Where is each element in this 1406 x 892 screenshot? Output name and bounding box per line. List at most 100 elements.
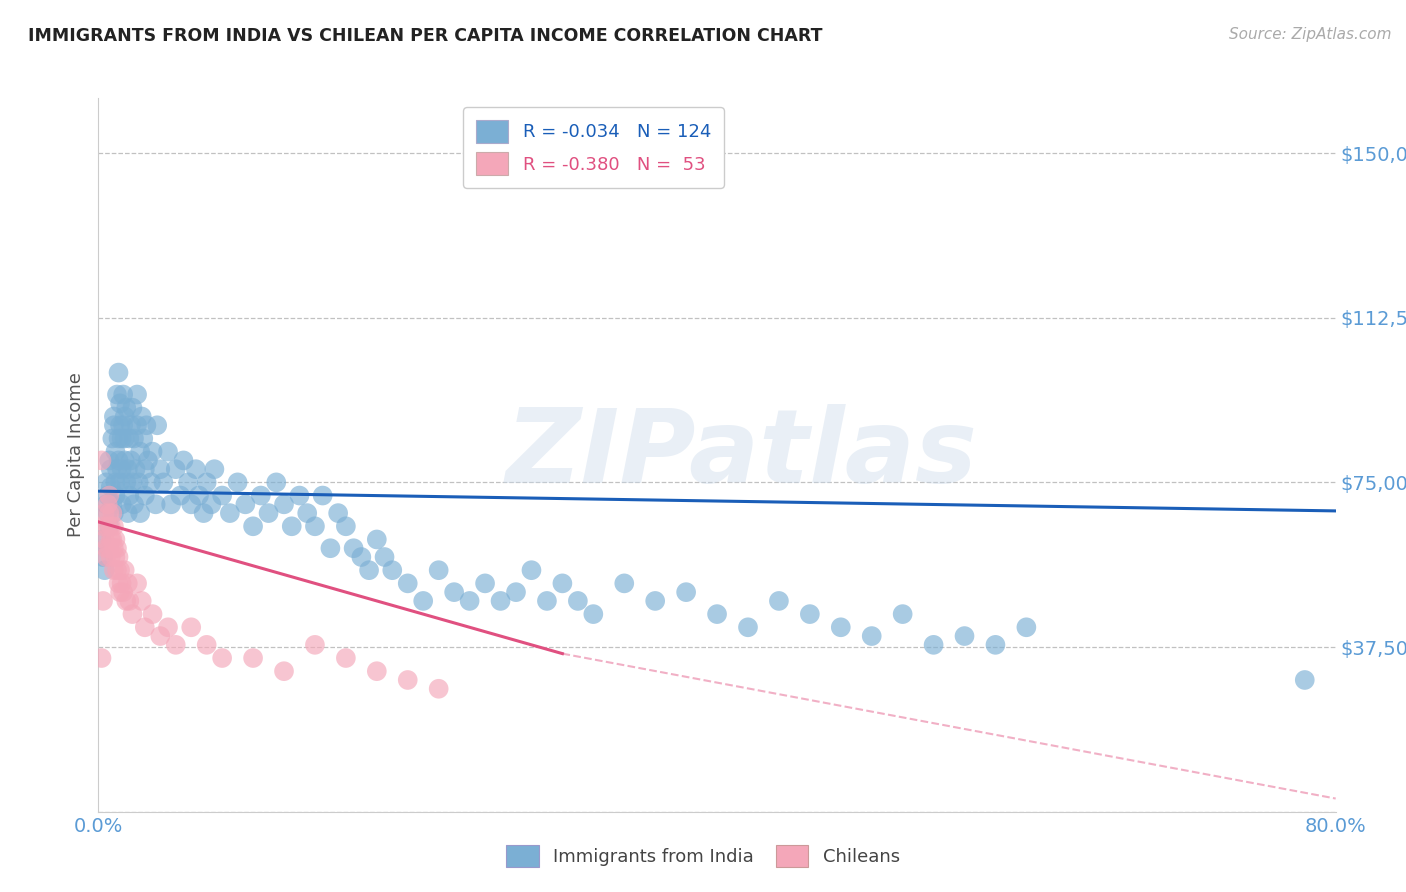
Point <box>226 475 249 490</box>
Point <box>211 651 233 665</box>
Point <box>312 489 335 503</box>
Point <box>172 453 194 467</box>
Point <box>114 409 136 424</box>
Point <box>103 418 125 433</box>
Point <box>304 519 326 533</box>
Point <box>134 462 156 476</box>
Point <box>90 453 112 467</box>
Point <box>427 563 450 577</box>
Point <box>101 506 124 520</box>
Legend: R = -0.034   N = 124, R = -0.380   N =  53: R = -0.034 N = 124, R = -0.380 N = 53 <box>463 107 724 188</box>
Point <box>366 533 388 547</box>
Point <box>180 497 202 511</box>
Point <box>211 489 233 503</box>
Point <box>96 549 118 564</box>
Point <box>100 533 122 547</box>
Point <box>139 475 162 490</box>
Point <box>396 576 419 591</box>
Point <box>98 453 121 467</box>
Point <box>184 462 207 476</box>
Point <box>567 594 589 608</box>
Point <box>675 585 697 599</box>
Point <box>132 432 155 446</box>
Point <box>644 594 666 608</box>
Point <box>953 629 976 643</box>
Point <box>350 549 373 564</box>
Point <box>111 462 132 476</box>
Point <box>131 594 153 608</box>
Point <box>100 549 122 564</box>
Point <box>427 681 450 696</box>
Point <box>188 489 211 503</box>
Point <box>115 594 138 608</box>
Point <box>343 541 366 556</box>
Point <box>105 462 128 476</box>
Point <box>105 563 128 577</box>
Point <box>98 489 121 503</box>
Point <box>412 594 434 608</box>
Point <box>180 620 202 634</box>
Point <box>219 506 242 520</box>
Point <box>165 462 187 476</box>
Point <box>96 475 118 490</box>
Point <box>124 462 146 476</box>
Point <box>242 519 264 533</box>
Point <box>830 620 852 634</box>
Point <box>799 607 821 621</box>
Point <box>257 506 280 520</box>
Point <box>115 475 138 490</box>
Point <box>103 563 125 577</box>
Point <box>107 549 129 564</box>
Point <box>103 409 125 424</box>
Point <box>120 418 142 433</box>
Point <box>98 541 121 556</box>
Legend: Immigrants from India, Chileans: Immigrants from India, Chileans <box>499 838 907 874</box>
Point <box>108 418 131 433</box>
Point <box>127 576 149 591</box>
Point <box>104 444 127 458</box>
Point <box>131 409 153 424</box>
Point <box>551 576 574 591</box>
Point <box>146 418 169 433</box>
Point <box>111 576 132 591</box>
Point <box>114 432 136 446</box>
Point <box>117 462 139 476</box>
Point <box>204 462 226 476</box>
Point <box>165 638 187 652</box>
Point <box>335 519 357 533</box>
Point <box>91 519 114 533</box>
Point <box>96 541 118 556</box>
Point <box>104 533 127 547</box>
Point <box>97 489 120 503</box>
Point <box>157 620 180 634</box>
Point <box>273 497 295 511</box>
Point <box>474 576 496 591</box>
Point <box>157 444 180 458</box>
Point <box>1294 673 1316 687</box>
Point <box>112 418 135 433</box>
Point <box>98 506 121 520</box>
Point <box>250 489 273 503</box>
Point <box>120 453 142 467</box>
Point <box>93 563 115 577</box>
Point <box>93 506 115 520</box>
Point <box>90 533 112 547</box>
Point <box>1015 620 1038 634</box>
Point <box>111 432 132 446</box>
Point <box>319 541 342 556</box>
Point <box>195 475 218 490</box>
Point <box>98 519 121 533</box>
Point <box>357 563 380 577</box>
Point <box>107 366 129 380</box>
Point <box>233 497 257 511</box>
Point <box>127 418 149 433</box>
Point <box>122 497 145 511</box>
Point <box>145 497 167 511</box>
Point <box>104 549 127 564</box>
Point <box>366 664 388 678</box>
Point <box>374 549 396 564</box>
Text: ZIPatlas: ZIPatlas <box>506 404 977 506</box>
Point <box>121 607 143 621</box>
Point <box>112 387 135 401</box>
Point <box>193 506 215 520</box>
